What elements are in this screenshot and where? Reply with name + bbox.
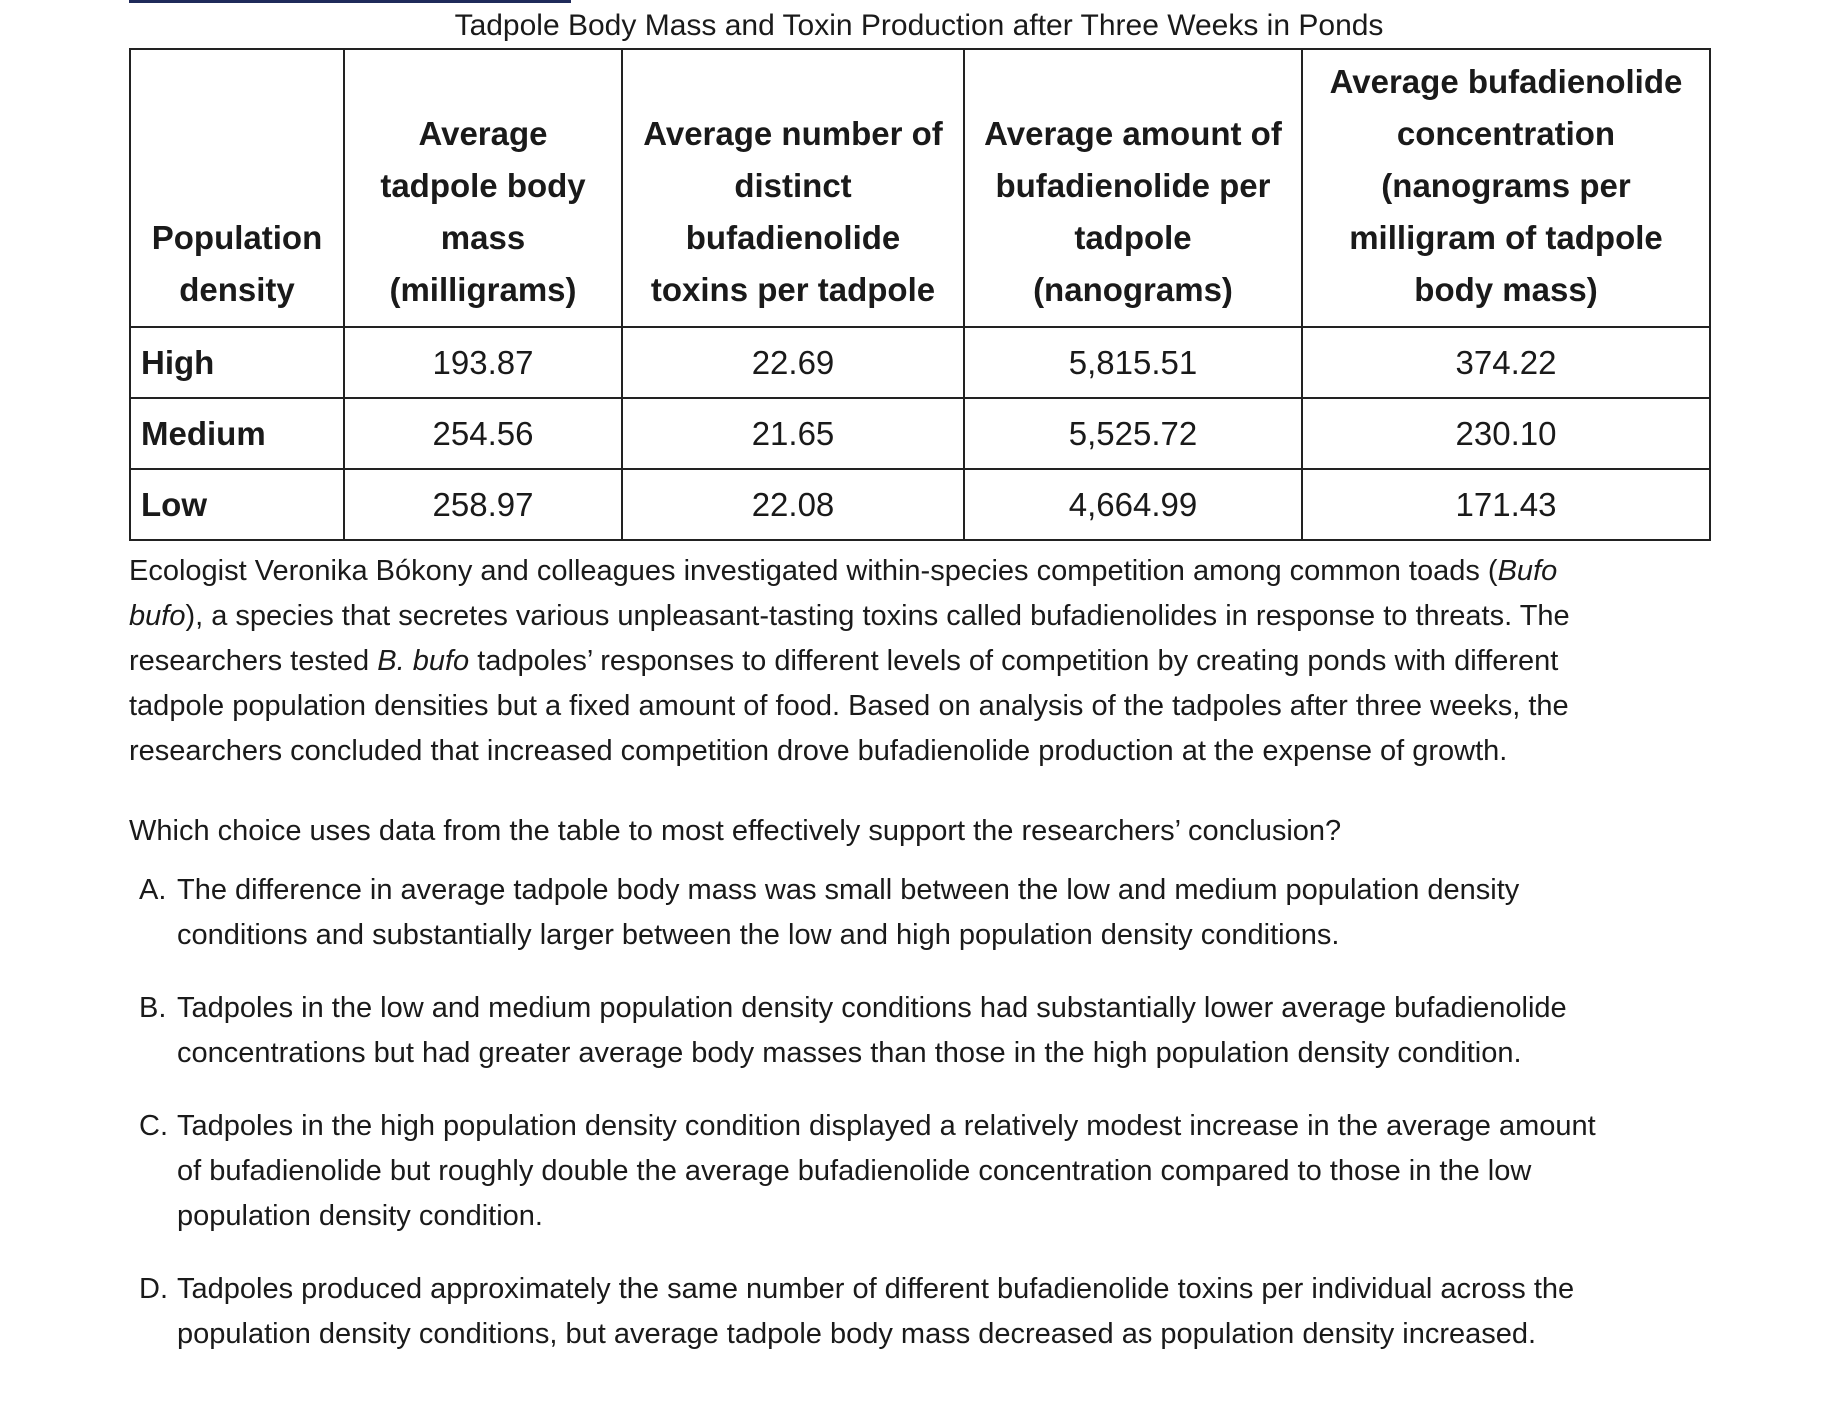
- answer-choice-a[interactable]: A. The difference in average tadpole bod…: [139, 868, 1709, 958]
- table-cell: 193.87: [343, 326, 623, 399]
- choice-text: Tadpoles produced approximately the same…: [177, 1273, 1575, 1350]
- header-distinct-toxins: Average number of distinct bufadienolide…: [621, 48, 965, 328]
- choice-text: The difference in average tadpole body m…: [177, 874, 1520, 951]
- choice-letter: C.: [139, 1110, 168, 1142]
- table-cell: 374.22: [1301, 326, 1711, 399]
- table-cell: High: [129, 326, 345, 399]
- passage-text: Ecologist Veronika Bókony and colleagues…: [129, 549, 1709, 774]
- table-cell: Medium: [129, 397, 345, 470]
- answer-choice-d[interactable]: D. Tadpoles produced approximately the s…: [139, 1267, 1709, 1357]
- header-concentration: Average bufadienolide concentration (nan…: [1301, 48, 1711, 328]
- choice-letter: D.: [139, 1273, 168, 1305]
- answer-choice-b[interactable]: B. Tadpoles in the low and medium popula…: [139, 986, 1709, 1076]
- table-title: Tadpole Body Mass and Toxin Production a…: [454, 9, 1384, 42]
- choice-text: Tadpoles in the high population density …: [177, 1110, 1596, 1232]
- passage-line: bufo), a species that secretes various u…: [129, 600, 1570, 632]
- question-prompt: Which choice uses data from the table to…: [129, 815, 1342, 847]
- table-cell: 21.65: [621, 397, 965, 470]
- table-cell: 5,815.51: [963, 326, 1303, 399]
- table-cell: 258.97: [343, 468, 623, 541]
- passage-line: researchers concluded that increased com…: [129, 735, 1508, 767]
- table-row-high: High 193.87 22.69 5,815.51 374.22: [129, 326, 1711, 399]
- passage-line: researchers tested B. bufo tadpoles’ res…: [129, 645, 1559, 677]
- choice-letter: A.: [139, 874, 167, 906]
- passage-line: tadpole population densities but a fixed…: [129, 690, 1569, 722]
- passage-line: Ecologist Veronika Bókony and colleagues…: [129, 555, 1558, 587]
- data-table: Population density Average tadpole body …: [129, 48, 1711, 541]
- answer-choice-c[interactable]: C. Tadpoles in the high population densi…: [139, 1104, 1709, 1239]
- table-cell: 4,664.99: [963, 468, 1303, 541]
- question-page: Tadpole Body Mass and Toxin Production a…: [129, 0, 1711, 1385]
- header-amount-per-tadpole: Average amount of bufadienolide per tadp…: [963, 48, 1303, 328]
- table-row-low: Low 258.97 22.08 4,664.99 171.43: [129, 468, 1711, 541]
- choice-letter: B.: [139, 992, 167, 1024]
- table-cell: 22.69: [621, 326, 965, 399]
- table-cell: 171.43: [1301, 468, 1711, 541]
- table-cell: Low: [129, 468, 345, 541]
- top-rule-divider: [129, 0, 571, 3]
- table-cell: 230.10: [1301, 397, 1711, 470]
- choice-text: Tadpoles in the low and medium populatio…: [177, 992, 1567, 1069]
- header-body-mass: Average tadpole body mass (milligrams): [343, 48, 623, 328]
- table-cell: 5,525.72: [963, 397, 1303, 470]
- table-header-row: Population density Average tadpole body …: [129, 48, 1711, 328]
- header-population-density: Population density: [129, 48, 345, 328]
- table-cell: 254.56: [343, 397, 623, 470]
- table-row-medium: Medium 254.56 21.65 5,525.72 230.10: [129, 397, 1711, 470]
- table-cell: 22.08: [621, 468, 965, 541]
